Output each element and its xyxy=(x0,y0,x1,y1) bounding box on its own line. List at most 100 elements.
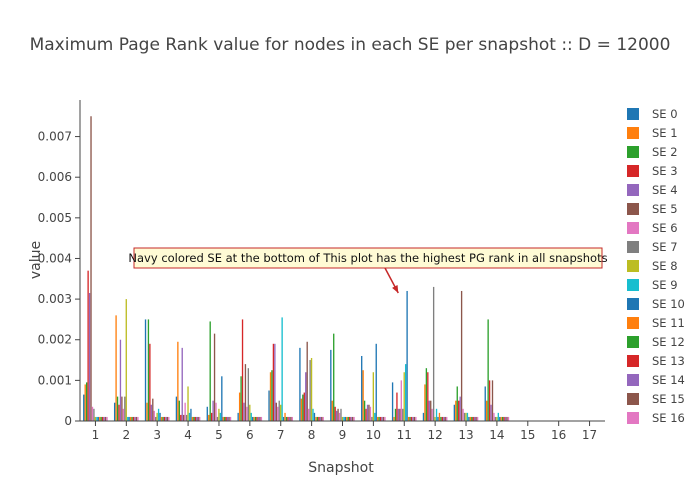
bar-se-1-snapshot-3 xyxy=(146,402,148,421)
annotation-arrowhead xyxy=(392,285,399,293)
bar-se-4-snapshot-5 xyxy=(212,400,214,421)
legend-label: SE 1 xyxy=(652,126,678,140)
bar-se-2-snapshot-11 xyxy=(394,408,397,421)
annotation-text: Navy colored SE at the bottom of This pl… xyxy=(128,251,607,265)
bar-se-3-snapshot-10 xyxy=(365,408,367,421)
bar-se-1-snapshot-6 xyxy=(238,392,241,421)
legend-swatch xyxy=(627,298,639,310)
bar-se-4-snapshot-3 xyxy=(150,404,153,421)
bar-se-0-snapshot-6 xyxy=(237,412,239,421)
bar-se-11-snapshot-7 xyxy=(284,412,286,421)
bar-se-7-snapshot-14 xyxy=(494,416,497,421)
legend-swatch xyxy=(627,127,639,139)
bar-se-2-snapshot-3 xyxy=(147,319,150,421)
legend-label: SE 5 xyxy=(652,202,678,216)
bar-se-12-snapshot-13 xyxy=(471,416,473,421)
bar-se-1-snapshot-1 xyxy=(84,384,86,421)
bar-se-14-snapshot-11 xyxy=(412,416,414,421)
bar-se-12-snapshot-11 xyxy=(409,416,411,421)
bar-se-16-snapshot-3 xyxy=(168,416,170,421)
bar-se-10-snapshot-4 xyxy=(190,408,192,421)
legend-label: SE 8 xyxy=(652,259,678,273)
legend: SE 0 SE 1 SE 2 SE 3 SE 4 SE 5 SE 6 SE 7 SE 8 SE 9… xyxy=(627,107,685,425)
bar-se-15-snapshot-11 xyxy=(413,416,416,421)
x-tick-label: 2 xyxy=(123,428,131,442)
annotation-layer: Navy colored SE at the bottom of This pl… xyxy=(128,247,608,294)
bar-se-10-snapshot-1 xyxy=(97,416,99,421)
y-tick-label: 0 xyxy=(64,414,72,428)
bar-se-5-snapshot-10 xyxy=(368,404,370,421)
bar-se-6-snapshot-7 xyxy=(277,406,279,421)
bar-se-8-snapshot-7 xyxy=(280,404,282,421)
bar-se-10-snapshot-2 xyxy=(128,416,130,421)
bar-se-9-snapshot-5 xyxy=(219,412,222,421)
bar-se-13-snapshot-1 xyxy=(101,416,104,421)
bar-se-15-snapshot-6 xyxy=(259,416,261,421)
bar-se-9-snapshot-4 xyxy=(188,412,191,421)
bar-se-2-snapshot-7 xyxy=(271,370,273,421)
bar-se-14-snapshot-4 xyxy=(196,416,198,421)
bar-se-5-snapshot-12 xyxy=(430,400,432,421)
bar-se-12-snapshot-6 xyxy=(254,416,257,421)
bar-se-5-snapshot-13 xyxy=(460,290,463,421)
bar-se-16-snapshot-9 xyxy=(353,416,355,421)
bar-se-9-snapshot-7 xyxy=(281,317,283,421)
annotation-box xyxy=(133,247,603,269)
bar-se-15-snapshot-5 xyxy=(228,416,230,421)
bar-se-15-snapshot-14 xyxy=(506,416,508,421)
bar-se-10-snapshot-12 xyxy=(437,416,439,421)
bar-se-8-snapshot-1 xyxy=(94,416,97,421)
bar-se-8-snapshot-8 xyxy=(310,358,313,421)
legend-swatch xyxy=(627,260,639,272)
legend-swatch xyxy=(627,241,639,253)
bar-se-10-snapshot-5 xyxy=(221,376,223,421)
bar-se-3-snapshot-9 xyxy=(334,406,336,421)
x-tick-label: 12 xyxy=(428,428,443,442)
bar-se-3-snapshot-11 xyxy=(396,392,398,421)
bar-se-6-snapshot-11 xyxy=(400,380,402,421)
bar-se-11-snapshot-8 xyxy=(315,416,317,421)
bar-se-15-snapshot-2 xyxy=(135,416,138,421)
bar-se-8-snapshot-2 xyxy=(125,299,127,421)
x-axis-label: Snapshot xyxy=(308,460,374,476)
bar-se-1-snapshot-14 xyxy=(486,400,488,421)
bar-se-5-snapshot-14 xyxy=(491,380,494,421)
bar-se-16-snapshot-5 xyxy=(229,416,232,421)
bar-se-2-snapshot-10 xyxy=(363,400,366,421)
legend-label: SE 3 xyxy=(652,164,678,178)
bar-se-9-snapshot-6 xyxy=(250,412,252,421)
y-tick-label: 0.002 xyxy=(38,333,72,347)
y-tick-label: 0.001 xyxy=(38,373,72,387)
bar-se-6-snapshot-6 xyxy=(246,406,248,421)
bar-se-9-snapshot-13 xyxy=(466,412,469,421)
x-tick-label: 13 xyxy=(458,428,473,442)
bar-se-16-snapshot-11 xyxy=(415,416,417,421)
bar-se-1-snapshot-12 xyxy=(424,384,426,421)
bar-se-2-snapshot-9 xyxy=(333,333,335,421)
bar-se-6-snapshot-8 xyxy=(307,408,310,421)
x-tick-label: 9 xyxy=(339,428,347,442)
bar-se-10-snapshot-7 xyxy=(282,416,285,421)
bar-se-10-snapshot-8 xyxy=(313,412,316,421)
bar-se-3-snapshot-14 xyxy=(488,380,491,421)
bar-se-14-snapshot-1 xyxy=(103,416,105,421)
x-tick-label: 7 xyxy=(277,428,285,442)
bar-se-3-snapshot-12 xyxy=(427,372,429,421)
bar-se-11-snapshot-10 xyxy=(377,416,379,421)
bar-se-4-snapshot-12 xyxy=(428,400,430,421)
bar-se-14-snapshot-14 xyxy=(504,416,507,421)
bar-se-0-snapshot-9 xyxy=(330,349,332,421)
bar-se-0-snapshot-10 xyxy=(361,355,363,421)
bar-se-12-snapshot-3 xyxy=(162,416,164,421)
bar-se-4-snapshot-6 xyxy=(243,402,245,421)
bar-se-5-snapshot-3 xyxy=(152,398,154,421)
bar-se-10-snapshot-13 xyxy=(468,416,470,421)
bar-se-2-snapshot-4 xyxy=(178,400,180,421)
bar-se-16-snapshot-8 xyxy=(322,416,324,421)
bar-se-12-snapshot-7 xyxy=(285,416,288,421)
bar-se-5-snapshot-9 xyxy=(337,408,339,421)
bar-se-4-snapshot-4 xyxy=(181,347,183,421)
legend-label: SE 6 xyxy=(652,221,678,235)
y-tick-label: 0.003 xyxy=(38,292,72,306)
legend-label: SE 7 xyxy=(652,240,678,254)
